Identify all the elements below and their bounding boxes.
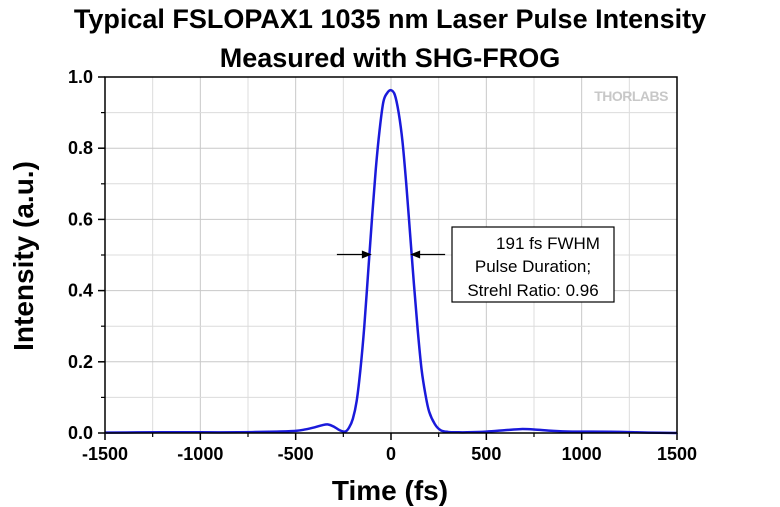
fwhm-annotation: 191 fs FWHM Pulse Duration; Strehl Ratio: …: [336, 226, 615, 303]
y-tick-label: 0.0: [68, 423, 93, 443]
annotation-box: [451, 226, 615, 303]
tick-labels: -1500 -1000 -500 0 500 1000 1500 0.0 0.2 0.4 0.6 0.…: [68, 67, 697, 464]
axis-ticks: [98, 76, 678, 440]
x-tick-label: 500: [471, 444, 501, 464]
y-tick-label: 0.8: [68, 138, 93, 158]
thorlabs-watermark: THORLABS: [594, 88, 668, 104]
annotation-line-3: Strehl Ratio: 0.96: [467, 281, 598, 300]
x-axis-label: Time (fs): [332, 475, 448, 506]
annotation-line-1: 191 fs FWHM: [496, 234, 600, 253]
fwhm-arrow-right-head: [410, 250, 421, 259]
y-tick-label: 0.2: [68, 352, 93, 372]
plot-frame: [104, 76, 678, 434]
chart-title-line-2: Measured with SHG-FROG: [219, 43, 561, 73]
y-axis-label: Intensity (a.u.): [8, 161, 39, 351]
annotation-line-2: Pulse Duration;: [475, 257, 591, 276]
x-tick-label: -500: [278, 444, 314, 464]
x-tick-label: 1500: [657, 444, 697, 464]
x-tick-label: -1000: [177, 444, 223, 464]
x-tick-label: 1000: [562, 444, 602, 464]
fwhm-arrow-left-head: [361, 250, 372, 259]
x-tick-label: 0: [386, 444, 396, 464]
data-series: [104, 88, 678, 435]
x-tick-label: -1500: [82, 444, 128, 464]
chart-title-line-1: Typical FSLOPAX1 1035 nm Laser Pulse Int…: [73, 4, 707, 34]
y-tick-label: 0.4: [68, 281, 93, 301]
pulse-intensity-line: [104, 88, 678, 435]
y-tick-label: 1.0: [68, 67, 93, 87]
y-tick-label: 0.6: [68, 209, 93, 229]
